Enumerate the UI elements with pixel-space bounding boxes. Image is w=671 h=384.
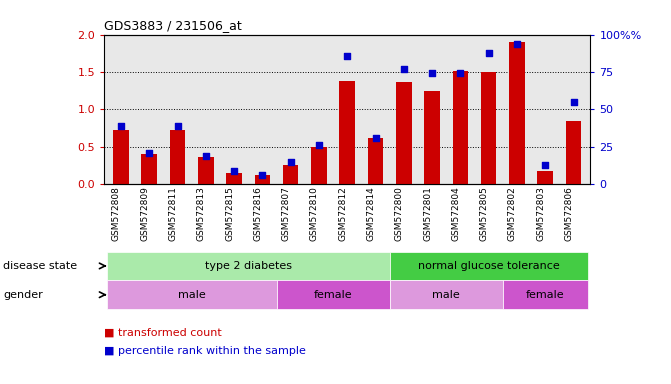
Bar <box>453 71 468 184</box>
Text: GSM572813: GSM572813 <box>197 186 206 241</box>
Point <box>483 50 494 56</box>
Text: GSM572814: GSM572814 <box>366 186 376 241</box>
Bar <box>340 81 355 184</box>
Text: GSM572805: GSM572805 <box>480 186 488 241</box>
Text: female: female <box>314 290 352 300</box>
Text: male: male <box>432 290 460 300</box>
Text: gender: gender <box>3 290 43 300</box>
Bar <box>107 280 276 309</box>
Text: GSM572809: GSM572809 <box>140 186 149 241</box>
Bar <box>368 138 383 184</box>
Text: GSM572816: GSM572816 <box>254 186 262 241</box>
Point <box>229 168 240 174</box>
Bar <box>283 165 299 184</box>
Point <box>201 153 211 159</box>
Text: GSM572806: GSM572806 <box>564 186 574 241</box>
Bar <box>198 157 213 184</box>
Bar <box>311 147 327 184</box>
Text: ■ transformed count: ■ transformed count <box>104 327 221 337</box>
Bar <box>481 72 497 184</box>
Text: ■ percentile rank within the sample: ■ percentile rank within the sample <box>104 346 306 356</box>
Bar <box>566 121 581 184</box>
Bar <box>396 83 411 184</box>
Point <box>511 40 522 46</box>
Text: GSM572802: GSM572802 <box>508 186 517 241</box>
Point <box>370 135 381 141</box>
Bar <box>503 280 588 309</box>
Bar <box>226 173 242 184</box>
Point <box>285 159 296 165</box>
Point <box>540 162 551 168</box>
Bar <box>142 154 157 184</box>
Point <box>568 99 579 105</box>
Text: GSM572803: GSM572803 <box>536 186 546 241</box>
Text: female: female <box>526 290 564 300</box>
Bar <box>107 252 390 280</box>
Bar <box>254 175 270 184</box>
Bar <box>390 252 588 280</box>
Point <box>455 70 466 76</box>
Bar <box>537 171 553 184</box>
Bar <box>390 280 503 309</box>
Bar <box>276 280 390 309</box>
Text: GSM572811: GSM572811 <box>168 186 178 241</box>
Bar <box>170 131 185 184</box>
Point <box>427 70 437 76</box>
Text: GDS3883 / 231506_at: GDS3883 / 231506_at <box>104 19 242 32</box>
Text: GSM572807: GSM572807 <box>282 186 291 241</box>
Point <box>172 123 183 129</box>
Text: normal glucose tolerance: normal glucose tolerance <box>418 261 560 271</box>
Point <box>399 66 409 72</box>
Point <box>342 53 353 59</box>
Text: GSM572815: GSM572815 <box>225 186 234 241</box>
Text: GSM572808: GSM572808 <box>112 186 121 241</box>
Text: type 2 diabetes: type 2 diabetes <box>205 261 292 271</box>
Point <box>313 142 324 149</box>
Text: GSM572812: GSM572812 <box>338 186 348 241</box>
Bar <box>113 131 129 184</box>
Text: disease state: disease state <box>3 261 77 271</box>
Text: GSM572804: GSM572804 <box>452 186 460 241</box>
Point <box>144 150 154 156</box>
Text: GSM572800: GSM572800 <box>395 186 404 241</box>
Point <box>115 123 126 129</box>
Bar <box>509 42 525 184</box>
Bar <box>424 91 440 184</box>
Point <box>257 172 268 179</box>
Text: male: male <box>178 290 205 300</box>
Text: GSM572810: GSM572810 <box>310 186 319 241</box>
Text: GSM572801: GSM572801 <box>423 186 432 241</box>
